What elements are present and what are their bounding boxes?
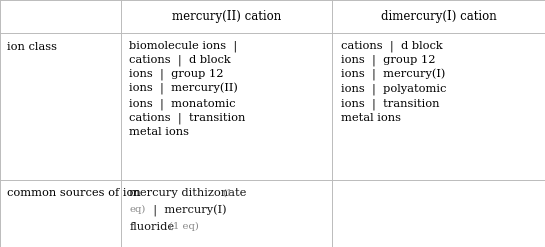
Text: (1 eq): (1 eq) [169, 222, 199, 231]
Text: eq): eq) [129, 205, 146, 214]
Text: common sources of ion: common sources of ion [7, 188, 140, 198]
Text: mercury(II) cation: mercury(II) cation [172, 10, 281, 23]
Text: biomolecule ions  |
cations  |  d block
ions  |  group 12
ions  |  mercury(II)
i: biomolecule ions | cations | d block ion… [129, 40, 246, 137]
Text: fluoride: fluoride [129, 222, 174, 232]
Text: mercury dithizonate: mercury dithizonate [129, 188, 246, 198]
Text: ion class: ion class [7, 42, 57, 52]
Text: |  mercury(I): | mercury(I) [146, 205, 227, 217]
Text: (1: (1 [222, 188, 232, 197]
Text: dimercury(I) cation: dimercury(I) cation [381, 10, 496, 23]
Text: cations  |  d block
ions  |  group 12
ions  |  mercury(I)
ions  |  polyatomic
io: cations | d block ions | group 12 ions |… [341, 40, 446, 123]
